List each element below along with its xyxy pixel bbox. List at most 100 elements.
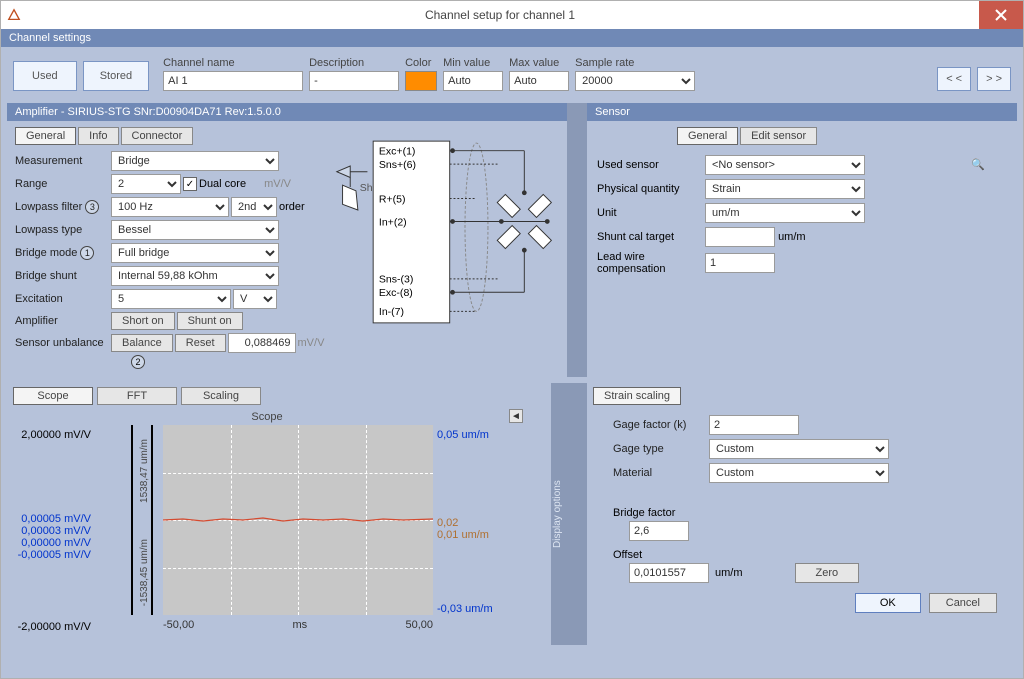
balance-button[interactable]: Balance xyxy=(111,334,173,352)
tab-strain-scaling[interactable]: Strain scaling xyxy=(593,387,681,405)
material-label: Material xyxy=(613,467,703,479)
offset-label: Offset xyxy=(613,549,642,561)
tab-scaling[interactable]: Scaling xyxy=(181,387,261,405)
range-select[interactable]: 2 xyxy=(111,174,181,194)
display-options-tab[interactable]: Display options xyxy=(551,383,567,645)
content: Used Stored Channel name Description Col… xyxy=(1,47,1023,651)
shunt-on-button[interactable]: Shunt on xyxy=(177,312,243,330)
offset-input[interactable] xyxy=(629,563,709,583)
order-text: order xyxy=(279,201,305,213)
top-row: Used Stored Channel name Description Col… xyxy=(7,51,1017,99)
tab-info[interactable]: Info xyxy=(78,127,118,145)
tab-general[interactable]: General xyxy=(15,127,76,145)
reset-button[interactable]: Reset xyxy=(175,334,226,352)
unbalance-input[interactable] xyxy=(228,333,296,353)
used-sensor-label: Used sensor xyxy=(597,159,705,171)
shunt-target-label: Shunt cal target xyxy=(597,231,705,243)
measurement-select[interactable]: Bridge xyxy=(111,151,279,171)
channel-name-label: Channel name xyxy=(163,57,303,69)
window-title: Channel setup for channel 1 xyxy=(21,8,979,22)
used-button[interactable]: Used xyxy=(13,61,77,91)
sensor-tab-edit[interactable]: Edit sensor xyxy=(740,127,817,145)
dualcore-label: Dual core xyxy=(199,178,246,190)
leadwire-label: Lead wire compensation xyxy=(597,251,705,275)
lowpass-filter-label: Lowpass filter 3 xyxy=(15,200,109,214)
y-mid-3: -0,00005 mV/V xyxy=(13,549,91,561)
bridge-mode-label: Bridge mode 1 xyxy=(15,246,109,260)
lowpass-type-select[interactable]: Bessel xyxy=(111,220,279,240)
bridge-shunt-select[interactable]: Internal 59,88 kOhm xyxy=(111,266,279,286)
unit-select[interactable]: um/m xyxy=(705,203,865,223)
y-mid-2: 0,00000 mV/V xyxy=(13,537,91,549)
offset-unit: um/m xyxy=(715,567,743,579)
right-top-label: 0,05 um/m xyxy=(437,429,493,441)
sensor-title: Sensor xyxy=(587,103,1017,121)
lowpass-order-select[interactable]: 2nd xyxy=(231,197,277,217)
close-button[interactable] xyxy=(979,1,1023,29)
tab-scope[interactable]: Scope xyxy=(13,387,93,405)
svg-text:Sns-(3): Sns-(3) xyxy=(379,274,413,286)
y-mid-0: 0,00005 mV/V xyxy=(13,513,91,525)
color-swatch[interactable] xyxy=(405,71,437,91)
color-label: Color xyxy=(405,57,437,69)
sample-rate-select[interactable]: 20000 xyxy=(575,71,695,91)
section-title: Channel settings xyxy=(1,29,1023,47)
sensor-tab-general[interactable]: General xyxy=(677,127,738,145)
range-label: Range xyxy=(15,178,109,190)
bridge-mode-select[interactable]: Full bridge xyxy=(111,243,279,263)
gage-type-select[interactable]: Custom xyxy=(709,439,889,459)
scope-trace xyxy=(163,425,433,615)
lowpass-filter-select[interactable]: 100 Hz xyxy=(111,197,229,217)
strain-scaling-panel: Strain scaling Gage factor (k) Gage type… xyxy=(587,383,1017,645)
x-left-label: -50,00 xyxy=(163,619,194,631)
svg-text:In+(2): In+(2) xyxy=(379,216,407,228)
panel-gap-1 xyxy=(567,103,587,377)
cancel-button[interactable]: Cancel xyxy=(929,593,997,613)
x-unit-label: ms xyxy=(293,619,308,631)
window: Channel setup for channel 1 Channel sett… xyxy=(0,0,1024,679)
sensor-panel: Sensor General Edit sensor Used sensor <… xyxy=(587,103,1017,377)
excitation-select[interactable]: 5 xyxy=(111,289,231,309)
panel-gap-2 xyxy=(567,383,587,645)
connector-diagram: Shunt Exc+(1) Sns+(6) R+(5) In+(2) Sns-(… xyxy=(333,127,553,337)
y-top-label: 2,00000 mV/V xyxy=(13,429,91,441)
max-input[interactable] xyxy=(509,71,569,91)
amplifier-label: Amplifier xyxy=(15,315,109,327)
lowpass-type-label: Lowpass type xyxy=(15,224,109,236)
right-mid2-label: 0,01 um/m xyxy=(437,529,493,541)
gage-type-label: Gage type xyxy=(613,443,703,455)
description-input[interactable] xyxy=(309,71,399,91)
y-mid-1: 0,00003 mV/V xyxy=(13,525,91,537)
sensor-unbalance-label: Sensor unbalance xyxy=(15,337,109,349)
prev-channel-button[interactable]: < < xyxy=(937,67,971,91)
next-channel-button[interactable]: > > xyxy=(977,67,1011,91)
gage-factor-input[interactable] xyxy=(709,415,799,435)
channel-name-input[interactable] xyxy=(163,71,303,91)
material-select[interactable]: Custom xyxy=(709,463,889,483)
stored-button[interactable]: Stored xyxy=(83,61,149,91)
x-right-label: 50,00 xyxy=(405,619,433,631)
leadwire-input[interactable] xyxy=(705,253,775,273)
zero-button[interactable]: Zero xyxy=(795,563,860,583)
unbalance-unit: mV/V xyxy=(298,337,325,349)
amplifier-title: Amplifier - SIRIUS-STG SNr:D00904DA71 Re… xyxy=(7,103,567,121)
vlabel-bot: -1538,45 um/m xyxy=(139,539,150,606)
short-on-button[interactable]: Short on xyxy=(111,312,175,330)
min-input[interactable] xyxy=(443,71,503,91)
tab-connector[interactable]: Connector xyxy=(121,127,194,145)
bridge-factor-input[interactable] xyxy=(629,521,689,541)
shunt-target-input[interactable] xyxy=(705,227,775,247)
dualcore-checkbox[interactable]: ✓ xyxy=(183,177,197,191)
excitation-unit-select[interactable]: V xyxy=(233,289,277,309)
svg-text:In-(7): In-(7) xyxy=(379,306,404,318)
gage-factor-label: Gage factor (k) xyxy=(613,419,703,431)
y-axis-far-left xyxy=(131,425,133,615)
physq-select[interactable]: Strain xyxy=(705,179,865,199)
used-sensor-select[interactable]: <No sensor> xyxy=(705,155,865,175)
close-icon xyxy=(995,9,1007,21)
tab-fft[interactable]: FFT xyxy=(97,387,177,405)
unit-label: Unit xyxy=(597,207,705,219)
svg-text:R+(5): R+(5) xyxy=(379,193,406,205)
ok-button[interactable]: OK xyxy=(855,593,921,613)
range-unit: mV/V xyxy=(264,178,291,190)
